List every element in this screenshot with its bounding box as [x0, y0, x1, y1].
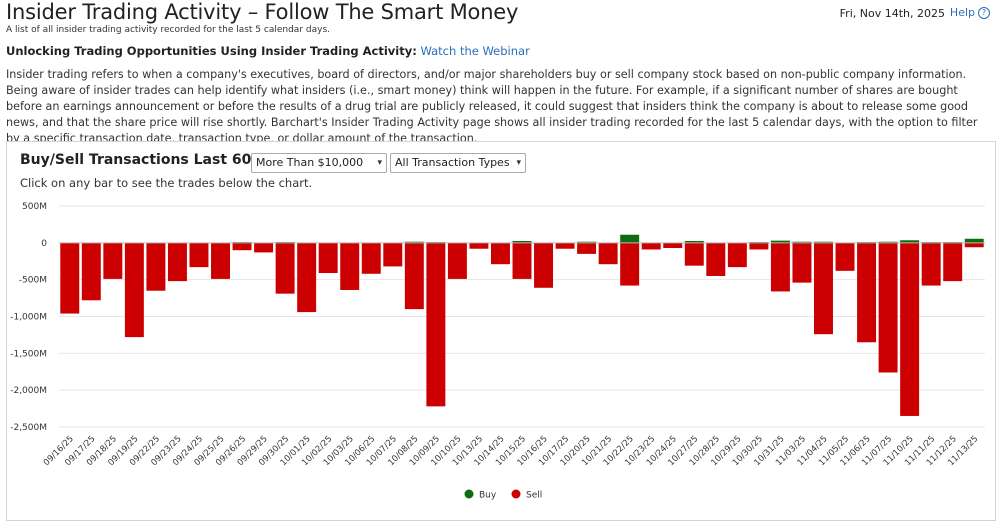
sell-bar[interactable] [749, 242, 769, 250]
sell-bar[interactable] [60, 242, 80, 314]
sell-bar[interactable] [469, 242, 489, 249]
legend-buy-label[interactable]: Buy [479, 491, 497, 501]
legend-sell-label[interactable]: Sell [526, 491, 542, 501]
y-tick-label: -2,500M [10, 423, 47, 433]
buy-sell-bar-chart: 500M0-500M-1,000M-1,500M-2,000M-2,500M09… [10, 202, 985, 501]
sell-bar[interactable] [167, 242, 187, 282]
sell-bar[interactable] [103, 242, 123, 279]
sell-bar[interactable] [964, 242, 984, 248]
buy-bar[interactable] [900, 240, 920, 243]
help-label[interactable]: Help [949, 6, 975, 19]
help-icon[interactable]: ? [978, 6, 990, 19]
sell-bar[interactable] [146, 242, 166, 291]
y-tick-label: -500M [19, 276, 47, 286]
transaction-type-value: All Transaction Types [395, 156, 510, 169]
sell-bar[interactable] [770, 242, 790, 292]
sell-bar[interactable] [534, 242, 554, 288]
sell-bar[interactable] [124, 242, 144, 338]
sell-bar[interactable] [577, 242, 597, 254]
y-tick-label: -1,500M [10, 349, 47, 359]
buy-bar[interactable] [404, 241, 424, 243]
amount-filter-select[interactable]: More Than $10,000 ▾ [251, 153, 387, 173]
sell-bar[interactable] [447, 242, 467, 279]
sell-bar[interactable] [641, 242, 661, 250]
sell-bar[interactable] [383, 242, 403, 267]
buy-bar[interactable] [512, 240, 532, 243]
buy-bar[interactable] [770, 240, 790, 243]
sell-bar[interactable] [426, 242, 446, 407]
webinar-label: Unlocking Trading Opportunities Using In… [6, 44, 417, 58]
webinar-line: Unlocking Trading Opportunities Using In… [6, 44, 530, 58]
page-title: Insider Trading Activity – Follow The Sm… [6, 0, 519, 24]
chart-title: Buy/Sell Transactions Last 60 Days [20, 152, 295, 168]
y-tick-label: 0 [41, 239, 47, 249]
sell-bar[interactable] [727, 242, 747, 268]
chevron-down-icon: ▾ [516, 158, 521, 168]
sell-bar[interactable] [361, 242, 381, 274]
chart-hint: Click on any bar to see the trades below… [20, 176, 313, 190]
y-tick-label: -2,000M [10, 386, 47, 396]
current-date: Fri, Nov 14th, 2025 [839, 7, 945, 20]
sell-bar[interactable] [275, 242, 295, 294]
buy-bar[interactable] [684, 240, 704, 243]
legend-buy-marker[interactable] [464, 489, 474, 499]
buy-bar[interactable] [577, 241, 597, 243]
sell-bar[interactable] [81, 242, 101, 301]
sell-bar[interactable] [512, 242, 532, 279]
buy-bar[interactable] [964, 238, 984, 243]
sell-bar[interactable] [900, 242, 920, 416]
sell-bar[interactable] [211, 242, 230, 279]
page-subtitle: A list of all insider trading activity r… [6, 25, 330, 35]
sell-bar[interactable] [598, 242, 618, 265]
legend-sell-marker[interactable] [511, 489, 521, 499]
chevron-down-icon: ▾ [377, 158, 382, 168]
sell-bar[interactable] [684, 242, 704, 266]
buy-bar[interactable] [792, 241, 812, 243]
sell-bar[interactable] [706, 242, 726, 276]
chart-panel: Buy/Sell Transactions Last 60 Days More … [6, 141, 996, 521]
amount-filter-value: More Than $10,000 [256, 156, 364, 169]
y-tick-label: 500M [22, 202, 47, 212]
sell-bar[interactable] [189, 242, 209, 268]
sell-bar[interactable] [232, 242, 252, 251]
sell-bar[interactable] [792, 242, 812, 283]
sell-bar[interactable] [297, 242, 317, 313]
sell-bar[interactable] [318, 242, 338, 274]
sell-bar[interactable] [555, 242, 575, 249]
sell-bar[interactable] [620, 242, 640, 286]
sell-bar[interactable] [404, 242, 424, 310]
help-link[interactable]: Help ? [950, 6, 990, 19]
buy-bar[interactable] [620, 234, 640, 243]
buy-bar[interactable] [814, 241, 833, 243]
sell-bar[interactable] [921, 242, 941, 286]
watch-webinar-link[interactable]: Watch the Webinar [420, 44, 530, 58]
sell-bar[interactable] [490, 242, 510, 265]
buy-bar[interactable] [878, 241, 898, 243]
sell-bar[interactable] [835, 242, 855, 271]
sell-bar[interactable] [943, 242, 963, 282]
y-tick-label: -1,000M [10, 313, 47, 323]
sell-bar[interactable] [663, 242, 683, 248]
intro-paragraph: Insider trading refers to when a company… [6, 68, 978, 146]
sell-bar[interactable] [254, 242, 274, 253]
sell-bar[interactable] [878, 242, 898, 373]
transaction-type-select[interactable]: All Transaction Types ▾ [390, 153, 526, 173]
sell-bar[interactable] [857, 242, 877, 343]
sell-bar[interactable] [814, 242, 833, 335]
sell-bar[interactable] [340, 242, 360, 290]
